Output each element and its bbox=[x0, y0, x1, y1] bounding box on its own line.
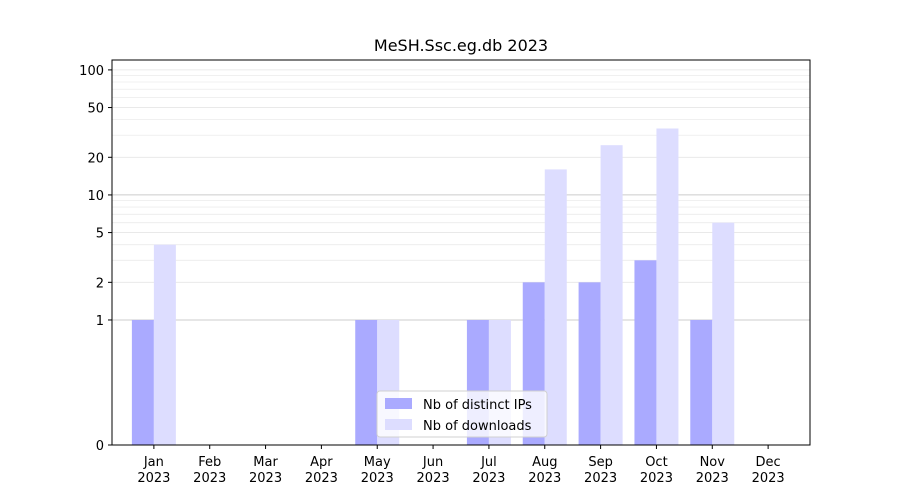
y-axis: 0 1 2 5 10 20 50 100 bbox=[79, 64, 112, 454]
x-tick-label-year: 2023 bbox=[696, 471, 729, 486]
x-tick-label-month: Nov bbox=[700, 455, 726, 470]
y-tick-label: 100 bbox=[79, 64, 104, 79]
x-tick-label-month: May bbox=[364, 455, 391, 470]
x-tick-label-month: Apr bbox=[310, 455, 333, 470]
legend: Nb of distinct IPs Nb of downloads bbox=[376, 390, 548, 438]
plot-frame bbox=[111, 59, 811, 446]
legend-box bbox=[376, 390, 548, 438]
x-tick-label-year: 2023 bbox=[472, 471, 505, 486]
bar-downloads bbox=[544, 169, 567, 445]
legend-label: Nb of downloads bbox=[423, 419, 532, 434]
bars bbox=[131, 128, 735, 445]
y-tick-label: 2 bbox=[96, 276, 104, 291]
x-tick-label-month: Sep bbox=[588, 455, 613, 470]
bar-downloads bbox=[600, 145, 623, 445]
y-tick-label: 50 bbox=[87, 102, 104, 117]
x-tick-label-month: Jun bbox=[422, 455, 443, 470]
x-tick-label-year: 2023 bbox=[305, 471, 338, 486]
x-tick-label-month: Oct bbox=[645, 455, 667, 470]
bar-ips bbox=[131, 319, 154, 445]
x-tick-label-year: 2023 bbox=[584, 471, 617, 486]
x-axis: Jan2023Feb2023Mar2023Apr2023May2023Jun20… bbox=[137, 445, 785, 486]
x-tick-label-year: 2023 bbox=[528, 471, 561, 486]
x-tick-label-month: Mar bbox=[253, 455, 278, 470]
x-tick-label-year: 2023 bbox=[640, 471, 673, 486]
y-tick-label: 5 bbox=[96, 227, 104, 242]
bar-downloads bbox=[712, 222, 735, 445]
chart-title: MeSH.Ssc.eg.db 2023 bbox=[374, 36, 548, 55]
bar-ips bbox=[355, 319, 378, 445]
x-tick-label-year: 2023 bbox=[752, 471, 785, 486]
x-tick-label-month: Dec bbox=[756, 455, 781, 470]
bar-ips bbox=[690, 319, 713, 445]
y-tick-label: 1 bbox=[96, 314, 104, 329]
x-tick-label-year: 2023 bbox=[417, 471, 450, 486]
x-tick-label-year: 2023 bbox=[361, 471, 394, 486]
bar-ips bbox=[578, 282, 601, 445]
y-tick-label: 10 bbox=[87, 189, 104, 204]
x-tick-label-month: Feb bbox=[198, 455, 221, 470]
legend-swatch bbox=[385, 398, 412, 409]
bar-downloads bbox=[656, 128, 679, 445]
x-tick-label-month: Aug bbox=[532, 455, 557, 470]
legend-swatch bbox=[385, 419, 412, 430]
x-tick-label-year: 2023 bbox=[137, 471, 170, 486]
x-tick-label-year: 2023 bbox=[249, 471, 282, 486]
bar-downloads bbox=[153, 244, 176, 445]
x-tick-label-month: Jul bbox=[480, 455, 497, 470]
legend-label: Nb of distinct IPs bbox=[423, 398, 532, 413]
y-tick-label: 0 bbox=[96, 439, 104, 454]
y-tick-label: 20 bbox=[87, 151, 104, 166]
bar-ips bbox=[634, 260, 657, 445]
x-tick-label-month: Jan bbox=[143, 455, 164, 470]
x-tick-label-year: 2023 bbox=[193, 471, 226, 486]
